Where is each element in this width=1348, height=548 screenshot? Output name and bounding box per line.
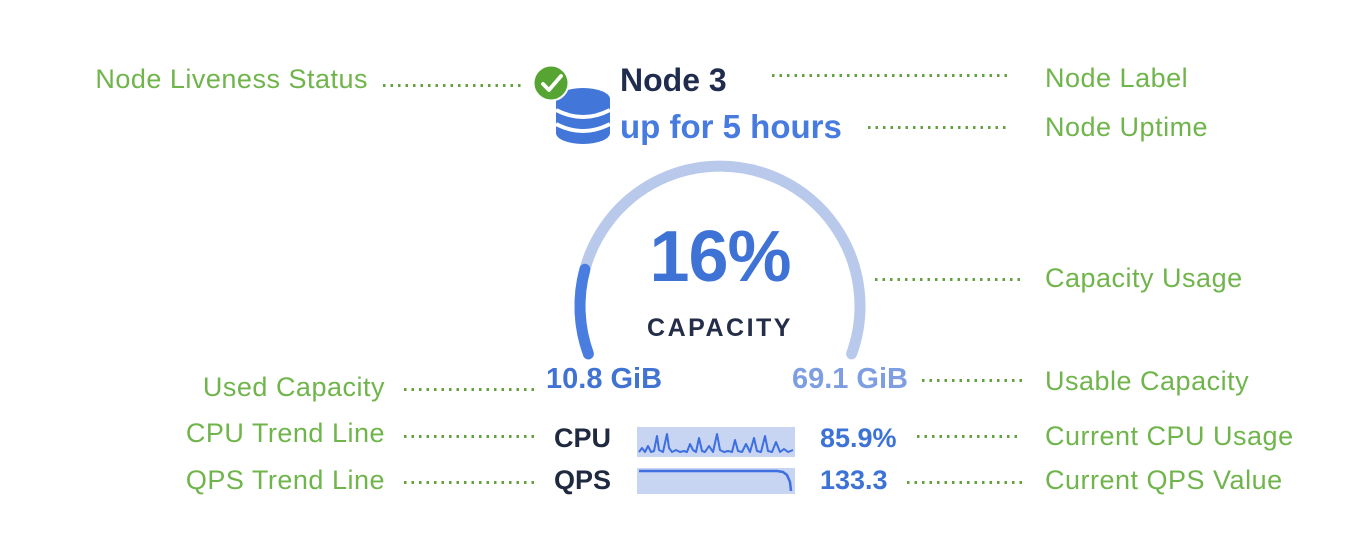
qps-label: QPS <box>554 465 612 495</box>
annotation-cpu-trend-line: CPU Trend Line <box>185 418 385 448</box>
leader-capacity-usage <box>875 278 1022 281</box>
leader-current-qps <box>907 481 1022 484</box>
capacity-caption-text: CAPACITY <box>647 314 793 342</box>
annotation-capacity-usage: Capacity Usage <box>1045 263 1243 293</box>
leader-usable-capacity <box>922 379 1022 382</box>
node-label-text: Node 3 <box>620 62 727 98</box>
annotation-usable-capacity: Usable Capacity <box>1045 366 1250 396</box>
qps-value: 133.3 <box>820 465 888 495</box>
annotation-node-uptime: Node Uptime <box>1045 112 1209 142</box>
node-uptime-text: up for 5 hours <box>620 108 842 145</box>
annotation-used-capacity: Used Capacity <box>202 372 385 402</box>
leader-used-capacity <box>404 388 534 391</box>
cpu-label: CPU <box>554 423 612 453</box>
qps-sparkline <box>637 468 795 494</box>
leader-node-liveness <box>383 84 523 87</box>
leader-qps-trend <box>404 481 534 484</box>
annotation-qps-trend-line: QPS Trend Line <box>185 465 385 495</box>
annotation-node-liveness-status: Node Liveness Status <box>95 64 368 94</box>
cpu-trend-line-graphic <box>638 433 794 453</box>
usable-capacity-value: 69.1 GiB <box>791 363 908 395</box>
annotation-node-label: Node Label <box>1045 63 1189 93</box>
cpu-value: 85.9% <box>820 423 897 453</box>
leader-cpu-trend <box>404 435 534 438</box>
liveness-check-icon <box>532 64 570 102</box>
capacity-gauge <box>570 150 870 365</box>
capacity-gauge-arc <box>574 160 866 360</box>
database-icon <box>532 64 611 144</box>
leader-node-label <box>772 74 1012 77</box>
capacity-percent-text: 16% <box>649 217 791 297</box>
qps-trend-line-graphic <box>639 469 793 492</box>
leader-current-cpu <box>917 435 1022 438</box>
annotation-current-cpu-usage: Current CPU Usage <box>1045 421 1294 451</box>
leader-node-uptime <box>868 126 1006 129</box>
node-status-badge <box>532 62 614 146</box>
used-capacity-value: 10.8 GiB <box>546 363 663 395</box>
annotation-current-qps-value: Current QPS Value <box>1045 465 1283 495</box>
cpu-sparkline <box>637 427 795 457</box>
